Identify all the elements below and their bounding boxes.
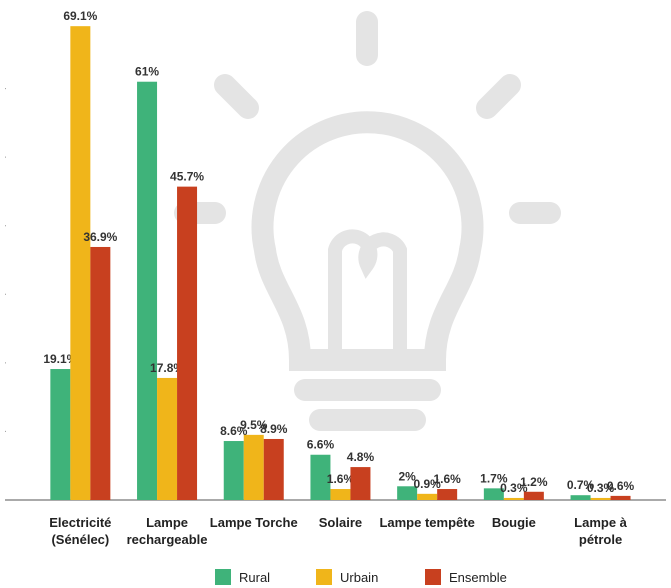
- x-tick-label: Lampe Torche: [209, 515, 298, 530]
- value-label: 0.9%: [413, 477, 441, 491]
- bar: [177, 186, 198, 500]
- value-label: 19.1%: [43, 352, 77, 366]
- bar: [483, 488, 504, 500]
- x-tick-label: Lampe rechargeable: [126, 515, 208, 547]
- value-label: 8.6%: [220, 424, 248, 438]
- bar: [90, 246, 111, 500]
- value-label: 0.6%: [607, 479, 635, 493]
- bar: [330, 489, 351, 500]
- legend-label: Rural: [239, 570, 270, 585]
- bar: [437, 489, 458, 500]
- x-tick-label: Lampe tempête: [379, 515, 475, 530]
- bar: [570, 495, 591, 500]
- bar: [350, 467, 371, 500]
- value-label: 4.8%: [347, 450, 375, 464]
- bar: [417, 493, 438, 500]
- value-label: 45.7%: [170, 170, 204, 184]
- bar: [310, 454, 331, 500]
- legend-swatch: [425, 569, 441, 585]
- x-tick-label: Bougie: [491, 515, 536, 530]
- legend-label: Ensemble: [449, 570, 507, 585]
- value-label: 17.8%: [150, 361, 184, 375]
- bar: [397, 486, 418, 500]
- value-label: 9.5%: [240, 418, 268, 432]
- value-label: 2%: [398, 469, 416, 483]
- value-label: 1.7%: [480, 471, 508, 485]
- bar: [157, 377, 178, 500]
- value-label: 36.9%: [83, 230, 117, 244]
- value-label: 1.6%: [327, 472, 355, 486]
- value-label: 8.9%: [260, 422, 288, 436]
- bar: [223, 441, 244, 500]
- value-label: 0.3%: [500, 481, 528, 495]
- bar: [523, 491, 544, 500]
- bar: [263, 438, 284, 500]
- value-label: 1.2%: [520, 475, 548, 489]
- value-label: 0.7%: [567, 478, 595, 492]
- x-tick-label: Solaire: [318, 515, 363, 530]
- legend-swatch: [316, 569, 332, 585]
- bar: [610, 495, 631, 500]
- bar: [590, 497, 611, 500]
- legend-label: Urbain: [340, 570, 378, 585]
- x-tick-label: Lampe à pétrole: [574, 515, 627, 547]
- value-label: 6.6%: [307, 438, 335, 452]
- value-label: 1.6%: [433, 472, 461, 486]
- bar: [503, 497, 524, 500]
- x-tick-label: Electricité (Sénélec): [49, 515, 112, 547]
- bar: [243, 434, 264, 500]
- bar: [137, 81, 158, 500]
- value-label: 61%: [135, 65, 159, 79]
- legend-swatch: [215, 569, 231, 585]
- value-label: 0.3%: [587, 481, 615, 495]
- bar: [50, 369, 71, 500]
- value-label: 69.1%: [63, 9, 97, 23]
- bar: [70, 26, 91, 501]
- bulb-watermark: [174, 11, 561, 431]
